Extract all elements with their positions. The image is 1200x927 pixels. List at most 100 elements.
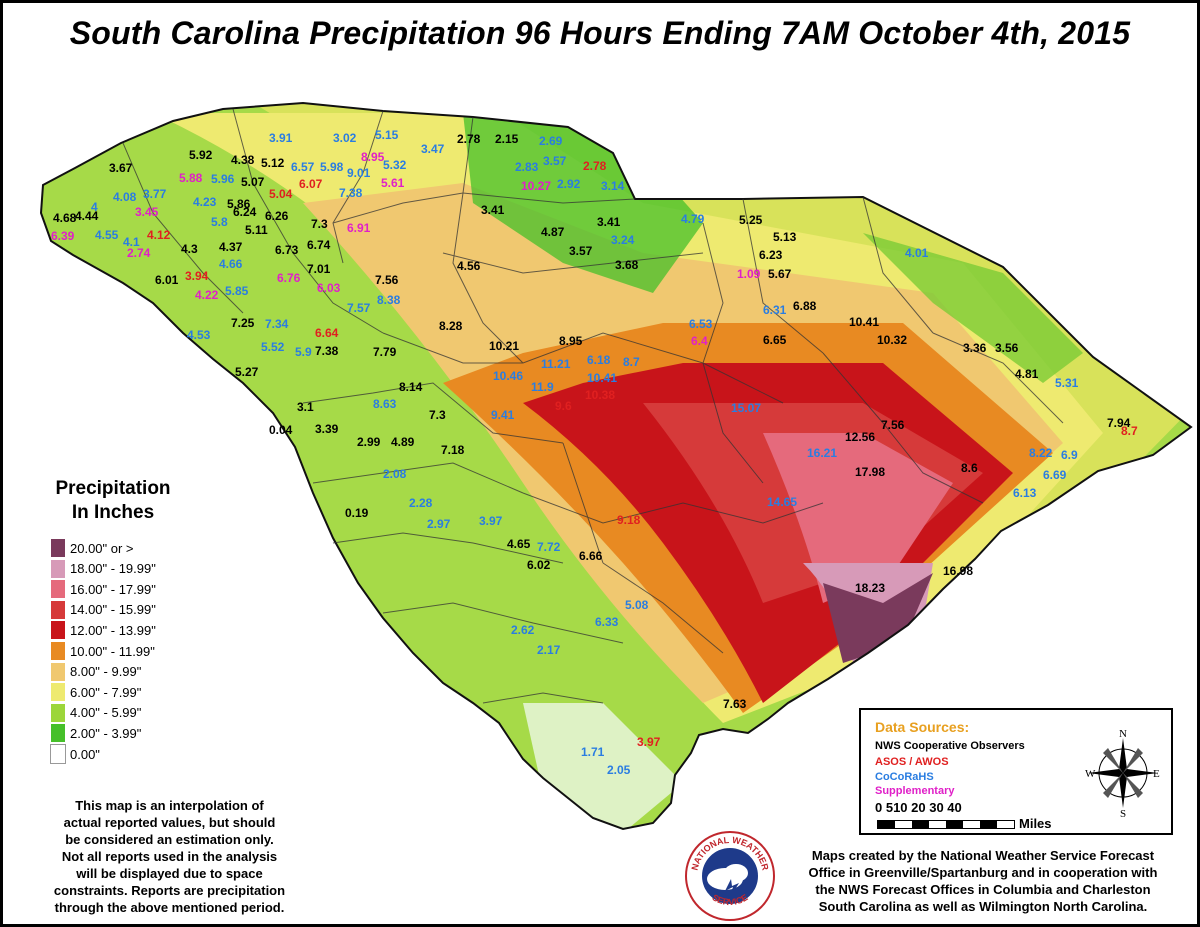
legend-swatch — [51, 703, 65, 722]
observation-value: 4.01 — [905, 246, 929, 260]
observation-value: 4.89 — [391, 435, 415, 449]
observation-value: 8.95 — [361, 150, 385, 164]
observation-value: 7.3 — [311, 217, 328, 231]
observation-value: 4.81 — [1015, 367, 1039, 381]
legend-label: 16.00" - 17.99" — [70, 581, 156, 597]
legend-title: Precipitation In Inches — [23, 477, 203, 525]
observation-value: 5.27 — [235, 365, 259, 379]
observation-value: 3.97 — [479, 514, 503, 528]
observation-value: 7.56 — [375, 273, 399, 287]
legend-item: 12.00" - 13.99" — [51, 621, 156, 640]
observation-value: 3.56 — [995, 341, 1019, 355]
observation-value: 5.67 — [768, 267, 792, 281]
observation-value: 8.7 — [1121, 424, 1138, 438]
credits-text: Maps created by the National Weather Ser… — [783, 847, 1183, 915]
observation-value: 9.18 — [617, 513, 641, 527]
observation-value: 6.03 — [317, 281, 341, 295]
observation-value: 4.56 — [457, 259, 481, 273]
legend-item: 10.00" - 11.99" — [51, 642, 155, 660]
observation-value: 7.38 — [339, 186, 363, 200]
observation-value: 7.3 — [429, 408, 446, 422]
observation-value: 4 — [91, 200, 98, 214]
observation-value: 8.14 — [399, 380, 423, 394]
observation-value: 3.57 — [543, 154, 567, 168]
observation-value: 5.32 — [383, 158, 407, 172]
observation-value: 4.22 — [195, 288, 219, 302]
scale-bar — [877, 820, 1015, 829]
observation-value: 5.8 — [211, 215, 228, 229]
observation-value: 3.77 — [143, 187, 167, 201]
legend-swatch — [51, 642, 65, 660]
credits-line: South Carolina as well as Wilmington Nor… — [818, 899, 1148, 914]
observation-value: 2.69 — [539, 134, 563, 148]
legend-item: 18.00" - 19.99" — [51, 559, 156, 578]
observation-value: 7.38 — [315, 344, 339, 358]
source-asos-label: ASOS / AWOS — [875, 756, 949, 768]
observation-value: 12.56 — [845, 430, 876, 444]
observation-value: 10.21 — [489, 339, 520, 353]
observation-value: 17.98 — [855, 465, 886, 479]
observation-value: 5.92 — [189, 148, 213, 162]
credits-line: Maps created by the National Weather Ser… — [811, 848, 1155, 863]
legend-label: 20.00" or > — [70, 540, 134, 556]
disclaimer-line: This map is an interpolation of — [75, 798, 264, 813]
observation-value: 5.13 — [773, 230, 797, 244]
observation-value: 2.74 — [127, 246, 151, 260]
observation-value: 7.94 — [1107, 416, 1131, 430]
observation-value: 10.27 — [521, 179, 552, 193]
legend-label: 10.00" - 11.99" — [70, 643, 155, 659]
observation-value: 6.69 — [1043, 468, 1067, 482]
scale-bar-labels: 0 510 20 30 40 — [875, 800, 962, 815]
observation-value: 18.23 — [855, 581, 886, 595]
compass-n: N — [1119, 728, 1127, 740]
observation-value: 4.08 — [113, 190, 137, 204]
legend-label: 2.00" - 3.99" — [70, 725, 142, 741]
observation-value: 3.94 — [185, 269, 209, 283]
observation-value: 2.78 — [457, 132, 481, 146]
observation-value: 5.25 — [739, 213, 763, 227]
observation-value: 4.79 — [681, 212, 705, 226]
credits-line: the NWS Forecast Offices in Columbia and… — [815, 882, 1151, 897]
observation-value: 6.24 — [233, 205, 257, 219]
observation-value: 5.9 — [295, 345, 312, 359]
legend-swatch — [51, 580, 65, 599]
observation-value: 5.61 — [381, 176, 405, 190]
svg-text:SERVICE: SERVICE — [710, 892, 749, 907]
observation-value: 0.04 — [269, 423, 293, 437]
legend-label: 6.00" - 7.99" — [70, 684, 142, 700]
observation-value: 2.62 — [511, 623, 535, 637]
observation-value: 8.6 — [961, 461, 978, 475]
observation-value: 7.01 — [307, 262, 331, 276]
observation-value: 0.19 — [345, 506, 369, 520]
observation-value: 4.1 — [123, 235, 140, 249]
nws-logo-icon: NATIONAL WEATHER SERVICE — [685, 831, 775, 921]
scale-unit-label: Miles — [1019, 816, 1052, 831]
legend-label: 18.00" - 19.99" — [70, 561, 156, 577]
legend-item: 20.00" or > — [51, 539, 134, 557]
observation-value: 3.1 — [297, 400, 314, 414]
precipitation-map — [39, 101, 1193, 831]
observation-value: 15.07 — [731, 401, 762, 415]
observation-value: 11.9 — [531, 380, 554, 394]
observation-value: 4.23 — [193, 195, 217, 209]
observation-value: 5.88 — [179, 171, 203, 185]
observation-value: 5.07 — [241, 175, 265, 189]
observation-value: 3.91 — [269, 131, 293, 145]
observation-value: 4.55 — [95, 228, 119, 242]
legend-title-line1: Precipitation — [55, 478, 171, 499]
observation-value: 7.18 — [441, 443, 465, 457]
disclaimer-line: Not all reports used in the analysis — [61, 849, 278, 864]
observation-value: 4.44 — [75, 209, 99, 223]
observation-value: 5.85 — [225, 284, 249, 298]
observation-value: 4.87 — [541, 225, 565, 239]
disclaimer-text: This map is an interpolation of actual r… — [17, 797, 322, 916]
observation-value: 7.72 — [537, 540, 561, 554]
source-cocorahs-label: CoCoRaHS — [875, 771, 934, 783]
observation-value: 2.15 — [495, 132, 519, 146]
observation-value: 5.86 — [227, 197, 251, 211]
data-sources-title: Data Sources: — [875, 719, 970, 735]
legend-item: 6.00" - 7.99" — [51, 683, 142, 702]
logo-text-bottom: SERVICE — [710, 892, 749, 907]
legend-label: 4.00" - 5.99" — [70, 705, 142, 721]
observation-value: 3.68 — [615, 258, 639, 272]
